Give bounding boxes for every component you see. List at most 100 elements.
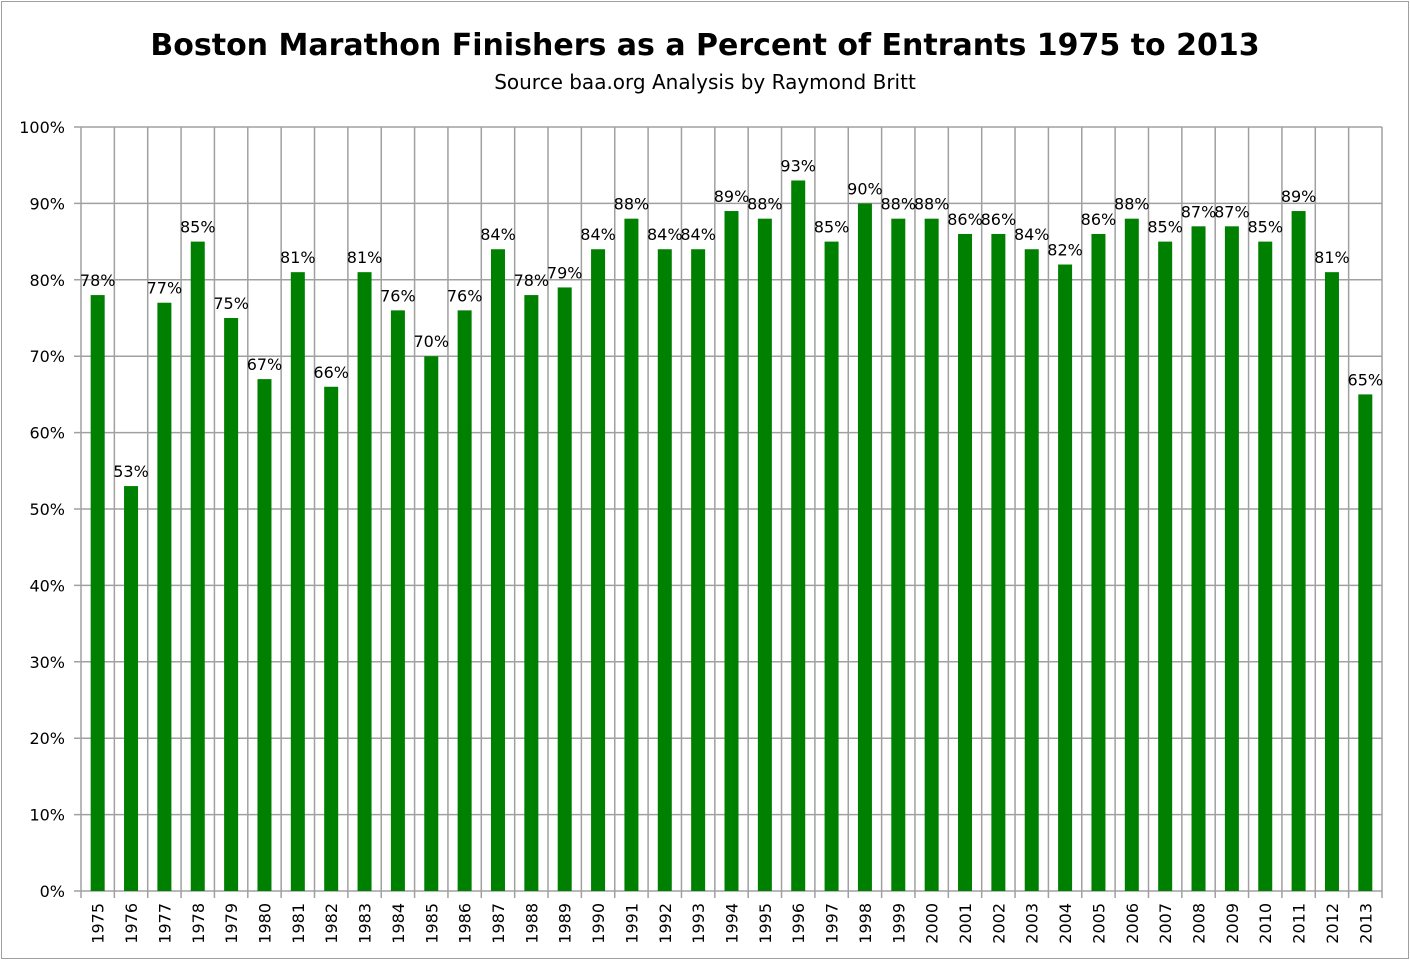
x-tick-label: 1986 bbox=[456, 903, 475, 944]
bar-1988 bbox=[524, 295, 539, 892]
bar-1975 bbox=[90, 295, 105, 892]
x-tick-label: 2001 bbox=[956, 903, 975, 944]
bar-2009 bbox=[1224, 226, 1239, 891]
data-label: 75% bbox=[213, 294, 249, 313]
bar-1978 bbox=[190, 241, 205, 892]
data-label: 88% bbox=[881, 195, 917, 214]
data-label: 84% bbox=[480, 225, 516, 244]
data-label: 86% bbox=[1081, 210, 1117, 229]
y-tick-label: 20% bbox=[29, 729, 65, 748]
x-tick-label: 2012 bbox=[1323, 903, 1342, 944]
bar-2004 bbox=[1058, 264, 1073, 891]
bar-1993 bbox=[691, 249, 706, 892]
chart-title: Boston Marathon Finishers as a Percent o… bbox=[150, 28, 1260, 63]
data-label: 93% bbox=[780, 156, 816, 175]
x-tick-label: 2009 bbox=[1223, 903, 1242, 944]
bar-1992 bbox=[657, 249, 672, 892]
bar-1998 bbox=[857, 203, 872, 891]
bar-2012 bbox=[1324, 272, 1339, 891]
x-tick-label: 1981 bbox=[289, 903, 308, 944]
data-label: 90% bbox=[847, 179, 883, 198]
x-tick-label: 1989 bbox=[556, 903, 575, 944]
x-tick-label: 1975 bbox=[89, 903, 108, 944]
data-label: 86% bbox=[947, 210, 983, 229]
data-label: 65% bbox=[1348, 370, 1384, 389]
x-tick-label: 2000 bbox=[923, 903, 942, 944]
x-tick-label: 1988 bbox=[522, 903, 541, 944]
x-tick-label: 1978 bbox=[189, 903, 208, 944]
bar-1986 bbox=[457, 310, 472, 891]
bar-1977 bbox=[157, 302, 172, 892]
x-tick-label: 2007 bbox=[1156, 903, 1175, 944]
data-label: 89% bbox=[1281, 187, 1317, 206]
x-tick-label: 1987 bbox=[489, 903, 508, 944]
x-tick-label: 2003 bbox=[1023, 903, 1042, 944]
bar-2007 bbox=[1158, 241, 1173, 892]
x-tick-label: 2004 bbox=[1056, 903, 1075, 944]
y-tick-label: 10% bbox=[29, 806, 65, 825]
bar-1991 bbox=[624, 218, 639, 891]
x-tick-label: 1982 bbox=[322, 903, 341, 944]
data-label: 85% bbox=[1247, 218, 1283, 237]
chart-subtitle: Source baa.org Analysis by Raymond Britt bbox=[494, 70, 916, 94]
x-tick-label: 1984 bbox=[389, 903, 408, 944]
bar-1994 bbox=[724, 211, 739, 892]
bar-1980 bbox=[257, 379, 272, 891]
data-label: 85% bbox=[814, 218, 850, 237]
data-label: 84% bbox=[580, 225, 616, 244]
x-tick-label: 1994 bbox=[723, 903, 742, 944]
x-tick-label: 1992 bbox=[656, 903, 675, 944]
data-label: 81% bbox=[280, 248, 316, 267]
data-label: 81% bbox=[1314, 248, 1350, 267]
data-label: 77% bbox=[147, 279, 183, 298]
bar-2001 bbox=[958, 233, 973, 891]
data-label: 84% bbox=[647, 225, 683, 244]
y-tick-label: 30% bbox=[29, 653, 65, 672]
x-tick-label: 1998 bbox=[856, 903, 875, 944]
bar-1996 bbox=[791, 180, 806, 892]
bar-1984 bbox=[390, 310, 405, 891]
bar-2000 bbox=[924, 218, 939, 891]
data-label: 81% bbox=[347, 248, 383, 267]
data-label: 87% bbox=[1214, 202, 1250, 221]
bar-1997 bbox=[824, 241, 839, 892]
y-tick-label: 70% bbox=[29, 347, 65, 366]
bar-1981 bbox=[290, 272, 305, 891]
data-label: 86% bbox=[981, 210, 1017, 229]
bar-1985 bbox=[424, 356, 439, 891]
bar-1999 bbox=[891, 218, 906, 891]
bar-2003 bbox=[1024, 249, 1039, 892]
y-tick-label: 0% bbox=[40, 882, 65, 901]
x-tick-label: 1995 bbox=[756, 903, 775, 944]
data-label: 79% bbox=[547, 263, 583, 282]
x-tick-label: 1977 bbox=[155, 903, 174, 944]
data-label: 76% bbox=[380, 286, 416, 305]
x-tick-label: 1980 bbox=[255, 903, 274, 944]
data-label: 88% bbox=[1114, 195, 1150, 214]
bar-2013 bbox=[1358, 394, 1373, 891]
x-tick-label: 1991 bbox=[622, 903, 641, 944]
data-label: 84% bbox=[680, 225, 716, 244]
data-label: 66% bbox=[313, 363, 349, 382]
x-tick-label: 2002 bbox=[989, 903, 1008, 944]
bar-1990 bbox=[591, 249, 606, 892]
x-tick-label: 1996 bbox=[789, 903, 808, 944]
x-tick-label: 2008 bbox=[1190, 903, 1209, 944]
x-tick-label: 1993 bbox=[689, 903, 708, 944]
x-tick-label: 1990 bbox=[589, 903, 608, 944]
x-tick-label: 2006 bbox=[1123, 903, 1142, 944]
bar-2008 bbox=[1191, 226, 1206, 891]
x-tick-label: 2013 bbox=[1356, 903, 1375, 944]
x-tick-label: 1979 bbox=[222, 903, 241, 944]
bar-1989 bbox=[557, 287, 572, 891]
x-tick-label: 1983 bbox=[356, 903, 375, 944]
data-label: 67% bbox=[247, 355, 283, 374]
data-label: 82% bbox=[1047, 241, 1083, 260]
x-tick-label: 2011 bbox=[1290, 903, 1309, 944]
bar-2002 bbox=[991, 233, 1006, 891]
bar-2010 bbox=[1258, 241, 1273, 892]
data-label: 85% bbox=[180, 218, 216, 237]
x-tick-label: 1976 bbox=[122, 903, 141, 944]
bar-1983 bbox=[357, 272, 372, 891]
